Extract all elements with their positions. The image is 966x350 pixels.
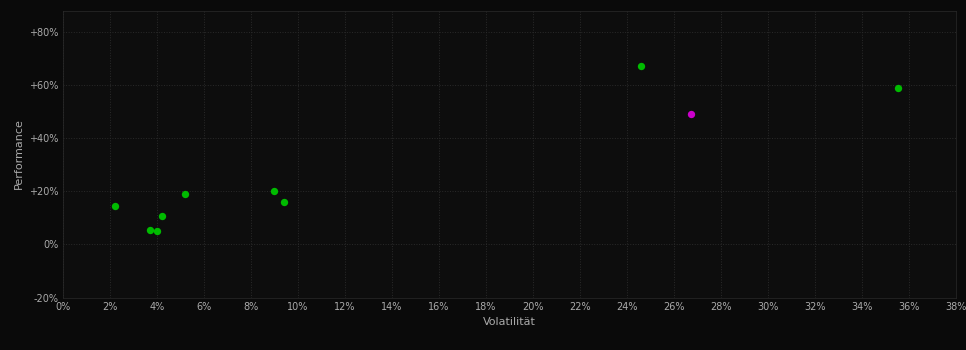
Point <box>149 228 164 234</box>
Point <box>267 188 282 194</box>
X-axis label: Volatilität: Volatilität <box>483 317 536 327</box>
Point <box>634 63 649 69</box>
Point <box>154 214 169 219</box>
Point <box>683 111 698 117</box>
Y-axis label: Performance: Performance <box>14 119 23 189</box>
Point <box>107 203 123 209</box>
Point <box>276 199 292 205</box>
Point <box>178 191 193 197</box>
Point <box>890 85 905 90</box>
Point <box>142 227 157 232</box>
